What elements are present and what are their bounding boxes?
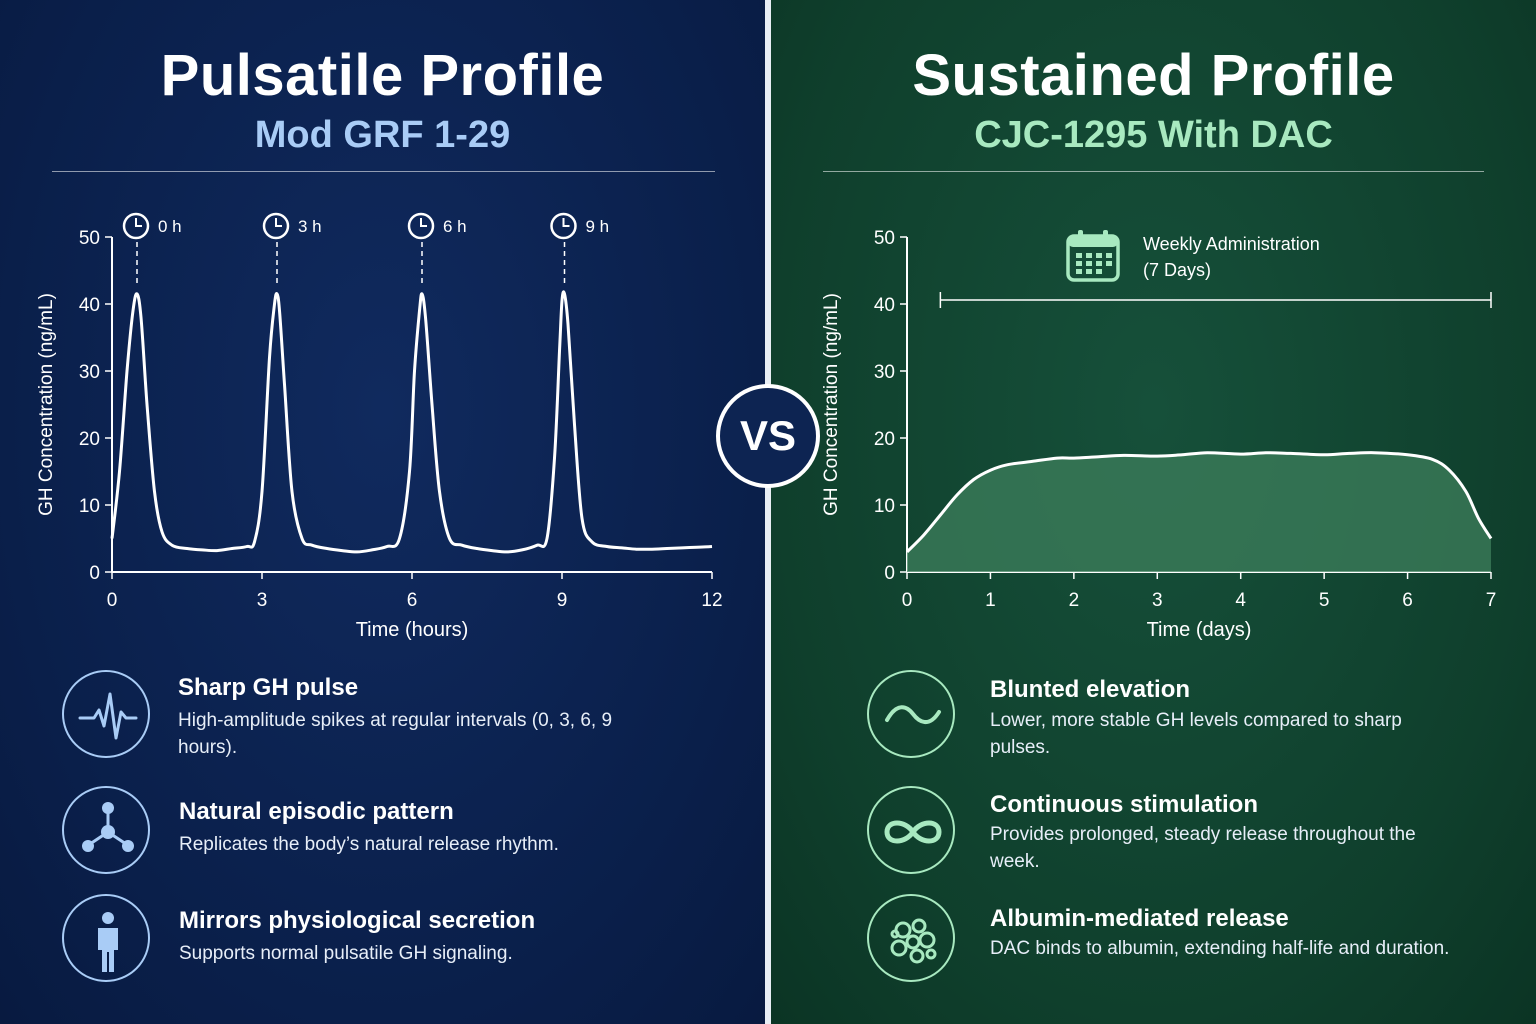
y-axis-label: GH Concentration (ng/mL)	[36, 293, 57, 516]
y-tick-label: 30	[874, 362, 895, 383]
weekly-annotation-line1: Weekly Administration	[1143, 234, 1320, 254]
series-area	[907, 452, 1491, 572]
clock-icon	[262, 212, 290, 240]
x-tick-label: 5	[1319, 590, 1330, 611]
panel-divider	[765, 0, 771, 1024]
clock-icon	[122, 212, 150, 240]
y-tick-label: 20	[79, 429, 100, 450]
y-tick-label: 10	[874, 496, 895, 517]
infinity-icon	[867, 786, 955, 874]
y-tick-label: 10	[79, 496, 100, 517]
feature-title: Albumin-mediated release	[990, 905, 1289, 932]
clock-icon	[407, 212, 435, 240]
x-tick-label: 6	[407, 590, 418, 611]
y-tick-label: 20	[874, 429, 895, 450]
feature-title: Natural episodic pattern	[179, 798, 454, 825]
y-axis-label: GH Concentration (ng/mL)	[821, 293, 842, 516]
feature-desc: Provides prolonged, steady release throu…	[990, 824, 1416, 872]
series-line	[905, 451, 1493, 553]
x-tick-label: 7	[1486, 590, 1497, 611]
y-tick-label: 50	[79, 228, 100, 249]
heartbeat-icon	[62, 670, 150, 758]
pulsatile-chart: 0 10 20 30 40 50 0 3 6 9 12 Time (hours) GH Concentr…	[36, 212, 723, 641]
x-tick-label: 9	[557, 590, 568, 611]
y-tick-label: 0	[884, 563, 895, 584]
x-axis-label: Time (days)	[1147, 619, 1252, 641]
clock-hands	[562, 218, 570, 227]
feature-desc: Replicates the body’s natural release rh…	[179, 834, 559, 855]
marker-label: 9 h	[586, 217, 610, 236]
x-tick-label: 1	[985, 590, 996, 611]
feature-desc: Supports normal pulsatile GH signaling.	[179, 943, 513, 964]
marker-label: 3 h	[298, 217, 322, 236]
marker-label: 6 h	[443, 217, 467, 236]
y-tick-label: 40	[79, 295, 100, 316]
right-subtitle: CJC-1295 With DAC	[974, 114, 1333, 156]
x-tick-label: 3	[257, 590, 268, 611]
sustained-panel: Sustained Profile CJC-1295 With DAC 0 10 2…	[771, 0, 1536, 1024]
clock-icon	[550, 212, 577, 240]
y-tick-label: 0	[89, 563, 100, 584]
right-title: Sustained Profile	[912, 43, 1395, 108]
y-tick-label: 40	[874, 295, 895, 316]
feature-title: Sharp GH pulse	[178, 674, 359, 701]
calendar-icon	[1065, 228, 1121, 284]
weekly-annotation-line2: (7 Days)	[1143, 260, 1212, 280]
pulsatile-panel: Pulsatile Profile Mod GRF 1-29 0 10 20 30 40…	[0, 0, 765, 1024]
feature-title: Blunted elevation	[990, 676, 1191, 703]
feature-desc: High-amplitude spikes at regular interva…	[178, 710, 613, 758]
molecule-icon	[62, 786, 150, 874]
marker-label: 0 h	[158, 217, 182, 236]
left-subtitle: Mod GRF 1-29	[254, 114, 511, 156]
x-tick-label: 0	[902, 590, 913, 611]
sustained-chart: 0 10 20 30 40 50 0 1 2 3 4 5 6 7 Time (days) GH Concent…	[821, 228, 1497, 641]
x-tick-label: 4	[1235, 590, 1246, 611]
x-tick-label: 3	[1152, 590, 1163, 611]
feature-title: Continuous stimulation	[990, 791, 1258, 818]
clock-hands	[135, 218, 142, 227]
y-tick-label: 30	[79, 362, 100, 383]
vs-badge: VS	[716, 384, 820, 488]
y-tick-label: 50	[874, 228, 895, 249]
feature-desc: Lower, more stable GH levels compared to…	[990, 710, 1402, 758]
series-line	[110, 290, 713, 554]
wave-icon	[867, 670, 955, 758]
clock-hands	[275, 218, 282, 227]
left-title: Pulsatile Profile	[160, 43, 605, 108]
person-icon	[62, 894, 150, 982]
x-axis-label: Time (hours)	[356, 619, 469, 641]
x-tick-label: 6	[1402, 590, 1413, 611]
feature-desc: DAC binds to albumin, extending half-lif…	[990, 938, 1450, 959]
left-title-rule	[52, 171, 715, 172]
feature-title: Mirrors physiological secretion	[179, 907, 536, 934]
x-tick-label: 0	[107, 590, 118, 611]
clock-hands	[420, 218, 427, 227]
albumin-icon	[867, 894, 955, 982]
x-tick-label: 12	[701, 590, 722, 611]
right-title-rule	[823, 171, 1484, 172]
x-tick-label: 2	[1069, 590, 1080, 611]
